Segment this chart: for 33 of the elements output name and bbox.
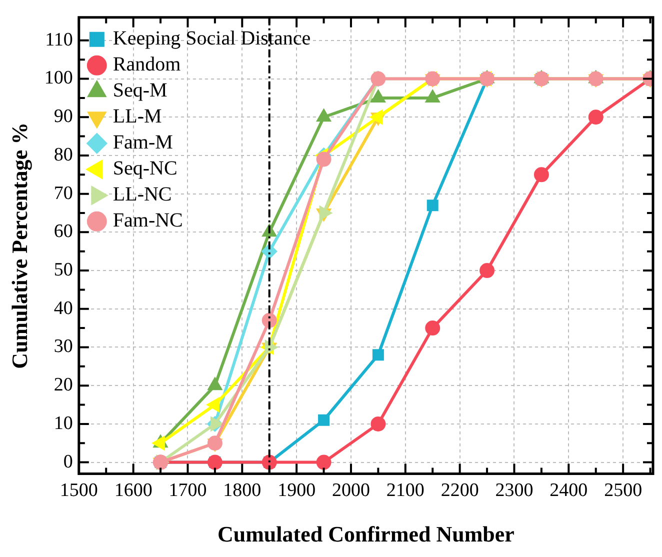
x-tick-label: 2200: [440, 480, 479, 502]
y-tick-label: 70: [54, 182, 73, 204]
x-tick-label: 1900: [278, 480, 316, 502]
y-tick-label: 110: [45, 29, 73, 50]
y-tick-label: 80: [54, 144, 73, 166]
legend-label: LL-NC: [112, 184, 172, 206]
y-tick-label: 0: [63, 451, 73, 472]
x-tick-label: 2000: [332, 480, 370, 502]
x-axis-title: Cumulated Confirmed Number: [217, 521, 515, 546]
legend-label: Keeping Social Distance: [112, 28, 311, 50]
legend-label: Fam-M: [112, 132, 174, 154]
y-tick-label: 40: [54, 298, 73, 319]
legend-label: Seq-M: [112, 80, 168, 102]
y-tick-label: 90: [54, 106, 73, 128]
y-tick-label: 30: [54, 336, 73, 358]
x-tick-label: 1500: [60, 480, 98, 502]
y-axis-title: Cumulative Percentage %: [6, 122, 32, 369]
x-tick-label: 1700: [168, 480, 207, 502]
legend-label: Fam-NC: [112, 210, 183, 232]
legend-label: Seq-NC: [112, 158, 178, 180]
y-tick-label: 50: [54, 260, 73, 281]
x-tick-label: 2300: [495, 480, 534, 502]
y-tick-label: 60: [54, 221, 73, 242]
x-tick-label: 2500: [604, 480, 642, 502]
legend-label: Random: [112, 54, 182, 76]
x-tick-label: 1600: [114, 480, 152, 502]
x-tick-label: 1800: [223, 480, 262, 502]
x-tick-label: 2400: [550, 480, 588, 502]
x-tick-label: 2100: [386, 480, 424, 502]
y-tick-label: 20: [54, 374, 73, 396]
y-tick-label: 100: [44, 68, 73, 89]
y-tick-label: 10: [54, 412, 73, 434]
legend-label: LL-M: [112, 106, 162, 128]
